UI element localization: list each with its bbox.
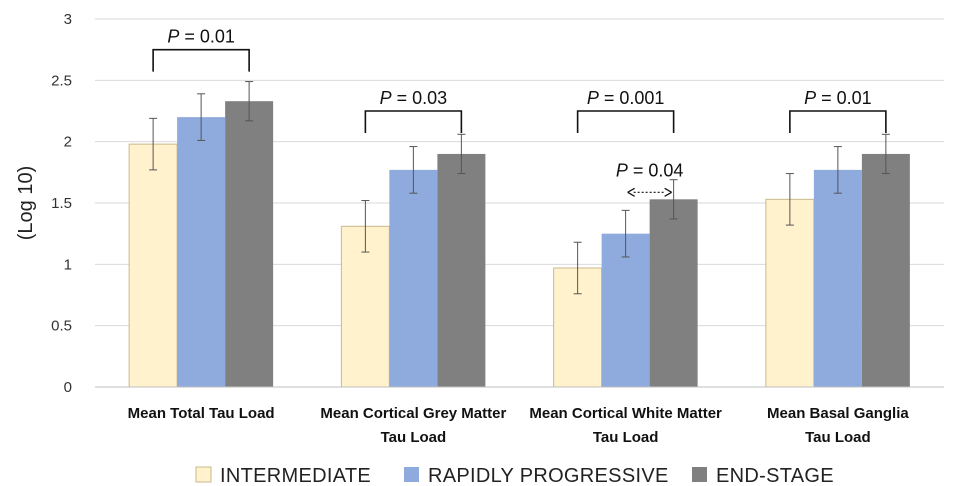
p-symbol: P bbox=[804, 88, 816, 108]
error-bar bbox=[149, 117, 158, 171]
category-labels: Mean Total Tau Load Mean Cortical Grey Ma… bbox=[128, 405, 910, 446]
y-tick-label: 2.5 bbox=[51, 72, 72, 89]
bar bbox=[813, 169, 862, 387]
legend: INTERMEDIATE RAPIDLY PROGRESSIVE END-STAGE bbox=[195, 465, 834, 486]
category-label: Mean Cortical White Matter bbox=[529, 405, 722, 422]
bar bbox=[765, 198, 815, 388]
p-value: = 0.001 bbox=[599, 88, 665, 108]
error-bar bbox=[573, 241, 582, 295]
legend-item: END-STAGE bbox=[692, 465, 834, 486]
bar bbox=[437, 153, 486, 387]
significance-label: P = 0.001 bbox=[587, 88, 665, 108]
significance-label: P = 0.01 bbox=[804, 88, 872, 108]
bar bbox=[225, 101, 274, 387]
error-bar bbox=[197, 93, 206, 141]
error-bar bbox=[785, 173, 794, 226]
y-tick-label: 3 bbox=[64, 11, 72, 28]
significance-annotation: P = 0.04 bbox=[616, 160, 684, 197]
category-label: Mean Basal Ganglia bbox=[767, 405, 909, 422]
significance-bracket bbox=[364, 110, 463, 133]
p-value: = 0.03 bbox=[392, 88, 448, 108]
p-value: = 0.04 bbox=[628, 160, 684, 180]
significance-label: P = 0.04 bbox=[616, 160, 684, 180]
y-axis-label: (Log 10) bbox=[15, 166, 37, 241]
error-bar bbox=[621, 209, 630, 258]
y-tick-label: 2 bbox=[64, 134, 72, 151]
bar bbox=[649, 199, 698, 387]
error-bars bbox=[149, 81, 890, 295]
significance-bracket bbox=[789, 110, 887, 133]
bar bbox=[389, 169, 438, 387]
category-label: Tau Load bbox=[593, 429, 659, 446]
bar bbox=[177, 117, 226, 387]
category-label: Tau Load bbox=[805, 429, 871, 446]
error-bar bbox=[409, 146, 418, 194]
significance-annotation: P = 0.01 bbox=[789, 88, 887, 133]
category-label: Tau Load bbox=[381, 429, 447, 446]
p-symbol: P bbox=[587, 88, 599, 108]
error-bar bbox=[457, 133, 466, 175]
legend-item: INTERMEDIATE bbox=[195, 465, 371, 486]
legend-swatch bbox=[404, 467, 419, 482]
bar bbox=[601, 233, 650, 387]
significance-label: P = 0.01 bbox=[167, 27, 235, 47]
legend-label: END-STAGE bbox=[716, 465, 834, 486]
significance-annotation: P = 0.001 bbox=[576, 88, 675, 133]
legend-swatch bbox=[195, 466, 212, 483]
p-symbol: P bbox=[380, 88, 392, 108]
y-tick-label: 0.5 bbox=[51, 318, 72, 335]
significance-bracket bbox=[152, 48, 250, 72]
y-tick-label: 1 bbox=[64, 256, 72, 273]
p-symbol: P bbox=[167, 27, 179, 47]
legend-label: INTERMEDIATE bbox=[220, 465, 371, 486]
significance-annotation: P = 0.01 bbox=[152, 27, 250, 72]
significance-arrowhead bbox=[664, 187, 672, 197]
error-bar bbox=[669, 179, 678, 220]
legend-item: RAPIDLY PROGRESSIVE bbox=[404, 465, 669, 486]
y-tick-label: 0 bbox=[64, 379, 72, 396]
p-value: = 0.01 bbox=[816, 88, 872, 108]
error-bar bbox=[881, 133, 890, 175]
category-label: Mean Cortical Grey Matter bbox=[320, 405, 506, 422]
error-bar bbox=[833, 146, 842, 194]
significance-bracket bbox=[576, 110, 675, 133]
significance-arrowhead bbox=[627, 187, 635, 197]
error-bar bbox=[245, 81, 254, 122]
bar bbox=[861, 153, 910, 387]
significance-annotation: P = 0.03 bbox=[364, 88, 463, 133]
p-symbol: P bbox=[616, 160, 628, 180]
y-axis-ticks: 0 0.5 1 1.5 2 2.5 3 bbox=[51, 11, 72, 396]
bar bbox=[128, 143, 178, 388]
significance-label: P = 0.03 bbox=[380, 88, 448, 108]
y-tick-label: 1.5 bbox=[51, 195, 72, 212]
p-value: = 0.01 bbox=[179, 27, 235, 47]
legend-label: RAPIDLY PROGRESSIVE bbox=[428, 465, 669, 486]
bars bbox=[128, 101, 910, 388]
category-label: Mean Total Tau Load bbox=[128, 405, 275, 422]
legend-swatch bbox=[692, 467, 707, 482]
error-bar bbox=[361, 200, 370, 253]
